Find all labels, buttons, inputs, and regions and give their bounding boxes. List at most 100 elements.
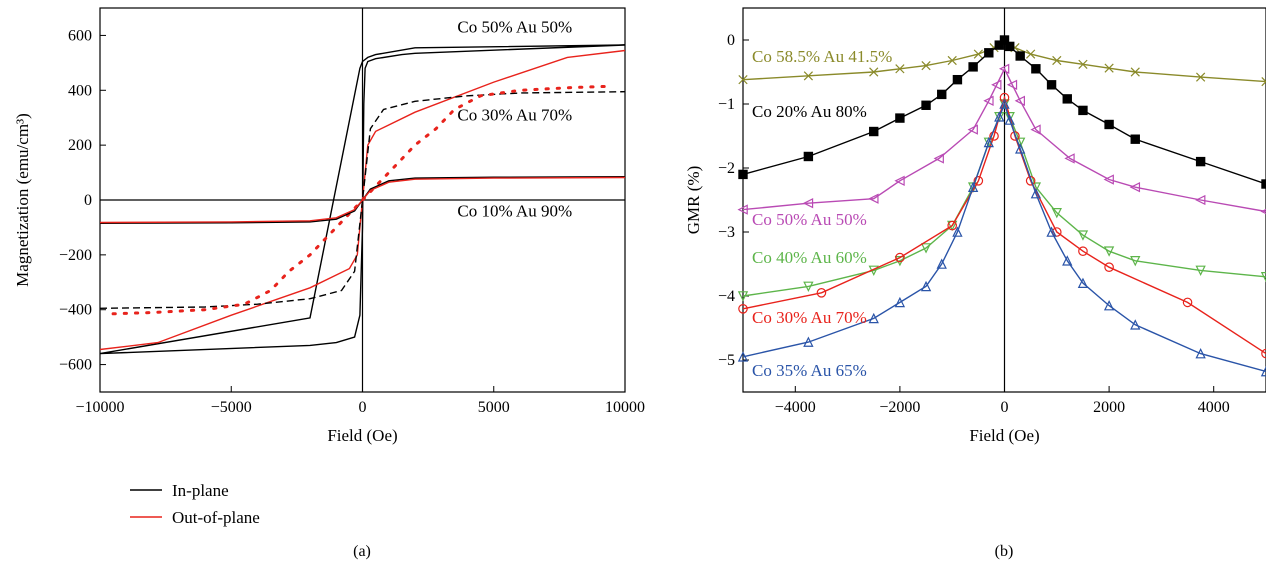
panel-b-chart: −4000 −2000 0 2000 4000 0 −1 −2 −3 −4 −5 Field (Oe)…: [684, 7, 1266, 445]
panel-b-x-tick-label: −4000: [775, 399, 816, 416]
panel-b-series-label-co-35-au-65: Co 35% Au 65%: [752, 361, 867, 380]
panel-b-point-co-20-au-80: [1130, 134, 1140, 144]
panel-b-point-co-35-au-65: [967, 181, 979, 192]
panel-b-point-co-20-au-80: [937, 89, 947, 100]
panel-b-point-co-30-au-70: [1104, 262, 1114, 272]
panel-b-point-co-58-5-au-41-5: [947, 55, 957, 66]
panel-b-point-co-40-au-60: [803, 281, 814, 292]
panel-b-series-label-co-50-au-50: Co 50% Au 50%: [752, 210, 867, 229]
panel-b-point-co-30-au-70: [999, 92, 1010, 103]
panel-b-point-co-58-5-au-41-5: [1130, 67, 1140, 77]
panel-b-point-co-20-au-80: [869, 126, 879, 137]
panel-b-point-co-50-au-50: [1064, 153, 1075, 164]
panel-a-x-tick-label: −5000: [211, 399, 252, 416]
panel-b-point-co-20-au-80: [738, 169, 748, 180]
panel-b-point-co-58-5-au-41-5: [921, 60, 931, 71]
panel-b-series-line-co-50-au-50: [742, 67, 1266, 213]
panel-b-point-co-20-au-80: [1078, 105, 1088, 116]
panel-a-series-line-co-30-au-70-in-plane: [99, 91, 626, 309]
panel-b-point-co-20-au-80: [921, 100, 931, 110]
panel-b-point-co-20-au-80: [1031, 64, 1041, 74]
panel-b-point-co-35-au-65: [1062, 255, 1073, 266]
legend-label-in-plane: In-plane: [172, 481, 229, 500]
panel-b-point-co-35-au-65: [1030, 188, 1042, 199]
panel-b-point-co-20-au-80: [999, 35, 1010, 45]
panel-b-point-co-30-au-70: [947, 220, 957, 231]
panel-a-annotation-co-30-au-70: Co 30% Au 70%: [457, 105, 572, 124]
panel-b-series-label-co-20-au-80: Co 20% Au 80%: [752, 102, 867, 121]
panel-b-point-co-35-au-65: [1004, 114, 1015, 125]
panel-b-point-co-58-5-au-41-5: [895, 64, 905, 74]
panel-b-point-co-40-au-60: [1130, 256, 1141, 267]
panel-b-point-co-40-au-60: [1051, 208, 1062, 219]
panel-b-x-tick-label: 4000: [1198, 399, 1230, 416]
panel-b-point-co-35-au-65: [1046, 226, 1057, 237]
panel-b-point-co-58-5-au-41-5: [738, 75, 748, 85]
panel-b-point-co-30-au-70: [1182, 297, 1193, 308]
panel-b-y-tick-label: −2: [718, 160, 735, 177]
panel-b-point-co-58-5-au-41-5: [1078, 59, 1088, 69]
panel-b-point-co-20-au-80: [1015, 51, 1025, 61]
panel-a-x-axis-label: Field (Oe): [327, 426, 397, 445]
panel-b-point-co-35-au-65: [868, 312, 879, 324]
panel-b-point-co-50-au-50: [983, 95, 994, 106]
panel-b-point-co-50-au-50: [737, 204, 748, 215]
panel-b-point-co-20-au-80: [1104, 119, 1114, 130]
panel-b-point-co-58-5-au-41-5: [803, 71, 813, 81]
panel-b-point-co-30-au-70: [1078, 246, 1088, 256]
panel-label-b: (b): [995, 543, 1014, 560]
panel-b-point-co-35-au-65: [1015, 143, 1026, 154]
panel-b-point-co-50-au-50: [1006, 79, 1018, 90]
panel-a-x-tick-label: −10000: [75, 399, 124, 416]
panel-b-point-co-50-au-50: [802, 198, 814, 209]
panel-label-a: (a): [353, 543, 371, 560]
panel-a-series-line-co-10-au-90-out-of-plane: [99, 176, 626, 224]
panel-b-point-co-30-au-70: [816, 287, 827, 298]
panel-a-x-tick-label: 5000: [478, 399, 510, 416]
panel-b-point-co-20-au-80: [1062, 94, 1072, 104]
panel-b-point-co-30-au-70: [989, 131, 999, 141]
panel-b-point-co-40-au-60: [1103, 246, 1115, 257]
panel-b-point-co-35-au-65: [1260, 365, 1266, 377]
panel-b-point-co-35-au-65: [1130, 319, 1141, 330]
panel-a-annotation-co-50-au-50: Co 50% Au 50%: [457, 18, 572, 37]
panel-a-y-tick-label: −400: [59, 302, 92, 319]
panel-b-point-co-35-au-65: [1103, 300, 1115, 311]
panel-b-y-tick-label: −3: [718, 224, 735, 241]
panel-a-x-tick-label: 0: [359, 399, 367, 416]
panel-b-point-co-50-au-50: [991, 79, 1002, 90]
panel-b-point-co-20-au-80: [1005, 41, 1015, 52]
panel-b-point-co-50-au-50: [1129, 182, 1141, 193]
panel-b-point-co-40-au-60: [920, 243, 932, 254]
panel-b-point-co-20-au-80: [895, 113, 905, 123]
panel-b-point-co-30-au-70: [895, 252, 905, 263]
panel-b-point-co-20-au-80: [968, 62, 978, 72]
panel-b-point-co-35-au-65: [936, 258, 947, 269]
panel-b-point-co-35-au-65: [803, 336, 814, 347]
panel-b-series-label-co-58-5-au-41-5: Co 58.5% Au 41.5%: [752, 47, 892, 66]
panel-b-point-co-58-5-au-41-5: [869, 67, 879, 77]
panel-b-point-co-40-au-60: [1195, 265, 1206, 276]
panel-b-x-axis-label: Field (Oe): [969, 426, 1039, 445]
panel-b-y-tick-label: 0: [727, 32, 735, 49]
panel-b-point-co-50-au-50: [1030, 124, 1041, 135]
panel-a-y-tick-label: 400: [68, 82, 92, 99]
panel-b-y-tick-label: −4: [718, 288, 735, 305]
panel-b-point-co-40-au-60: [1260, 272, 1266, 283]
panel-b-point-co-58-5-au-41-5: [1196, 72, 1206, 82]
panel-b-x-tick-label: 2000: [1093, 399, 1125, 416]
panel-b-point-co-35-au-65: [1195, 348, 1206, 359]
legend: In-plane Out-of-plane: [130, 481, 260, 527]
panel-b-point-co-50-au-50: [967, 124, 978, 135]
panel-a-y-tick-label: 0: [84, 192, 92, 209]
panel-b-point-co-50-au-50: [933, 153, 944, 164]
panel-b-y-tick-label: −5: [718, 352, 735, 369]
panel-b-point-co-35-au-65: [999, 98, 1010, 109]
panel-b-point-co-40-au-60: [1004, 111, 1015, 123]
panel-a-x-tick-label: 10000: [605, 399, 645, 416]
panel-a-chart: −10000 −5000 0 5000 10000 −600 −400 −200 0 200 400…: [13, 7, 645, 445]
panel-a-y-tick-label: −200: [59, 247, 92, 264]
panel-b-x-tick-label: −2000: [879, 399, 920, 416]
panel-a-series-line-co-50-au-50-in-plane: [99, 44, 626, 355]
